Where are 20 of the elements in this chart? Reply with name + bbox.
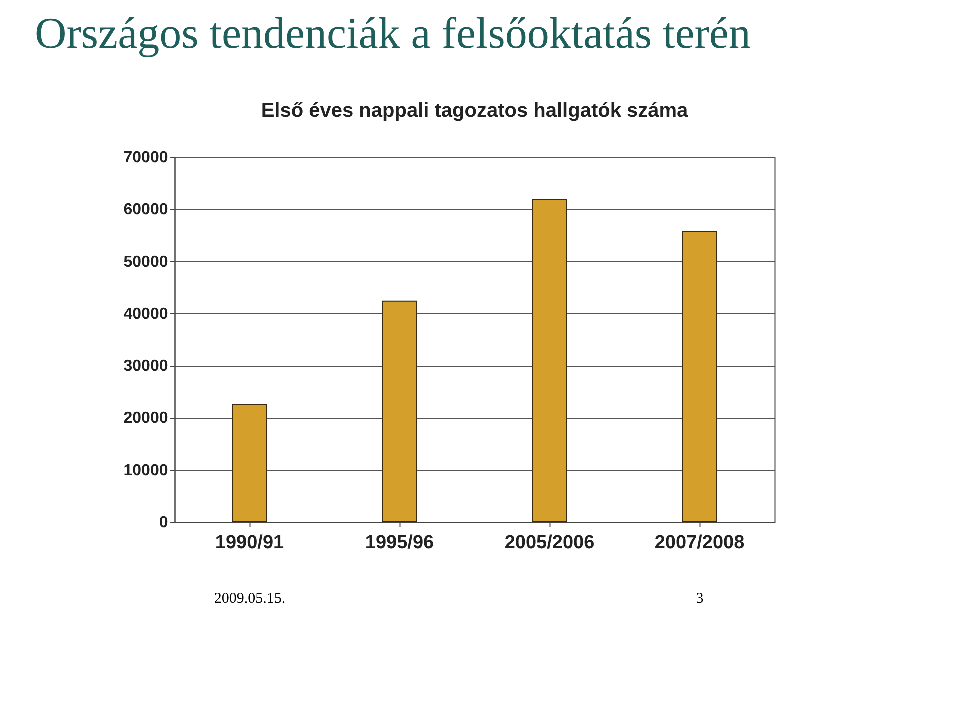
y-tick-label: 20000 [124, 410, 168, 428]
y-tick-label: 60000 [124, 202, 168, 219]
bar [532, 199, 568, 522]
y-tick-label: 40000 [124, 306, 168, 323]
y-tick-label: 70000 [124, 150, 168, 166]
x-tick-label: 2005/2006 [504, 532, 595, 554]
bar [682, 231, 718, 522]
x-tick-label: 1990/91 [215, 532, 285, 554]
x-tick-label: 2007/2008 [654, 532, 745, 554]
bar [232, 404, 268, 522]
chart-title: Országos tendenciák a felsőoktatás terén [35, 9, 751, 58]
text: 2009.05.15. [214, 591, 286, 607]
chart-subtitle: Első éves nappali tagozatos hallgatók száma [261, 100, 690, 122]
y-tick-label: 30000 [124, 358, 168, 376]
y-tick-label: 0 [159, 514, 168, 532]
bar [382, 300, 418, 522]
text: 3 [696, 591, 704, 607]
y-tick-label: 10000 [124, 462, 168, 480]
x-tick-label: 1995/96 [365, 532, 434, 554]
y-tick-label: 50000 [124, 254, 168, 271]
